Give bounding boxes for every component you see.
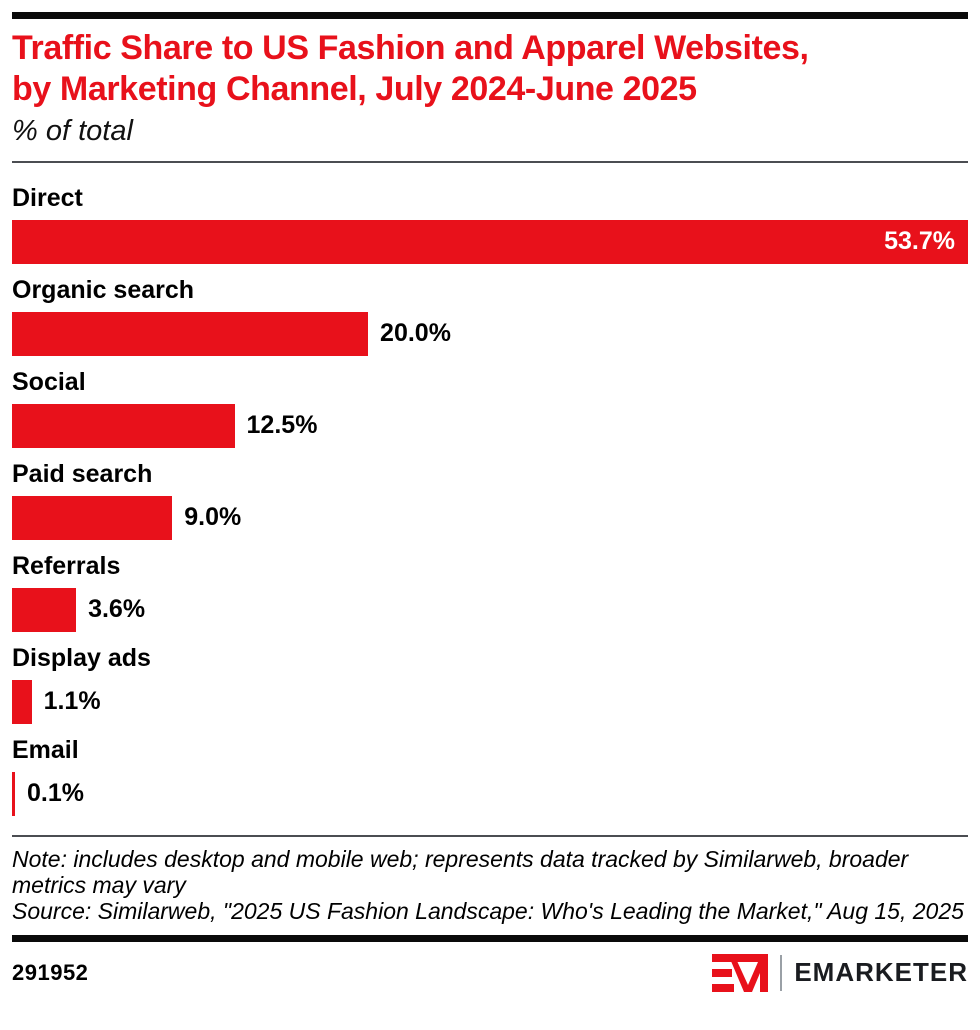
source-text: Source: Similarweb, "2025 US Fashion Lan…: [12, 897, 964, 924]
bar: [12, 403, 235, 448]
value-label: 9.0%: [184, 503, 242, 532]
brand-wordmark: EMARKETER: [794, 957, 968, 988]
bar-row-paid-search: Paid search 9.0%: [12, 460, 968, 540]
bar-row-referrals: Referrals 3.6%: [12, 552, 968, 632]
emarketer-logo-icon: [712, 953, 769, 992]
footer-divider: [12, 834, 968, 837]
category-label: Display ads: [12, 643, 151, 672]
footer-bar: 291952 EMARKETER: [12, 953, 968, 993]
bar-row-direct: Direct 53.7%: [12, 184, 968, 264]
bar-track: 12.5%: [12, 403, 968, 448]
chart-page: Traffic Share to US Fashion and Apparel …: [0, 12, 980, 1030]
category-label: Social: [12, 367, 86, 396]
bar-track: 9.0%: [12, 495, 968, 540]
bar: [12, 587, 77, 632]
category-label: Direct: [12, 183, 83, 212]
value-label: 0.1%: [27, 779, 84, 808]
chart-title: Traffic Share to US Fashion and Apparel …: [12, 28, 968, 110]
bar-row-organic-search: Organic search 20.0%: [12, 276, 968, 356]
bar-track: 20.0%: [12, 311, 968, 356]
value-label: 12.5%: [246, 411, 318, 440]
bar: [12, 771, 15, 816]
chart-subtitle: % of total: [12, 114, 133, 147]
bar-row-social: Social 12.5%: [12, 368, 968, 448]
chart-title-line1: Traffic Share to US Fashion and Apparel …: [12, 29, 809, 67]
bar-chart: Direct 53.7% Organic search 20.0% Social…: [12, 184, 968, 816]
chart-id: 291952: [12, 959, 89, 985]
bar-track: 3.6%: [12, 587, 968, 632]
value-label: 1.1%: [43, 687, 101, 716]
category-label: Email: [12, 735, 79, 764]
bar-row-display-ads: Display ads 1.1%: [12, 644, 968, 724]
bar: [12, 311, 369, 356]
brand-lockup: EMARKETER: [712, 953, 968, 993]
note-text: Note: includes desktop and mobile web; r…: [12, 845, 909, 898]
value-label: 20.0%: [380, 319, 451, 348]
chart-title-line2: by Marketing Channel, July 2024-June 202…: [12, 69, 697, 108]
category-label: Referrals: [12, 551, 121, 580]
bar-track: 1.1%: [12, 679, 968, 724]
value-label: 3.6%: [88, 595, 146, 624]
bottom-rule: [12, 934, 968, 942]
bar: 53.7%: [12, 219, 968, 264]
top-rule: [12, 12, 968, 19]
brand-divider: [780, 954, 783, 991]
header-divider: [12, 160, 968, 163]
category-label: Paid search: [12, 459, 153, 488]
bar: [12, 495, 173, 540]
category-label: Organic search: [12, 275, 195, 304]
bar-track: 0.1%: [12, 771, 968, 816]
bar-row-email: Email 0.1%: [12, 736, 968, 816]
bar: [12, 679, 32, 724]
bar-track: 53.7%: [12, 219, 968, 264]
value-label: 53.7%: [884, 227, 955, 256]
footnotes: Note: includes desktop and mobile web; r…: [12, 846, 968, 924]
